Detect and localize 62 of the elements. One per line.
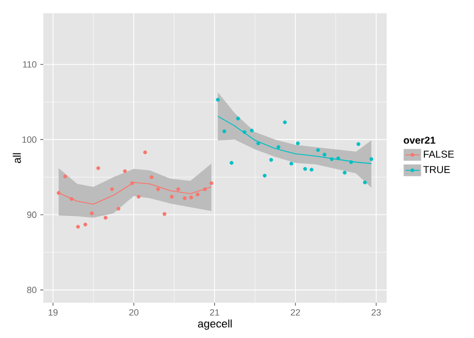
x-tick-label: 22 — [290, 309, 300, 316]
x-tick-label: 20 — [129, 309, 138, 316]
point — [316, 148, 320, 152]
point — [349, 160, 354, 164]
point — [369, 157, 374, 162]
point — [236, 116, 240, 120]
point — [116, 206, 120, 211]
x-tick-label: 23 — [372, 309, 381, 316]
point — [196, 192, 200, 196]
point — [269, 158, 274, 162]
point — [123, 169, 127, 174]
point — [282, 120, 287, 124]
legend-label: TRUE — [423, 166, 450, 174]
point — [104, 216, 108, 220]
point — [296, 141, 300, 146]
x-axis-title: agecell — [198, 319, 232, 330]
point — [322, 152, 326, 157]
point — [96, 166, 100, 170]
y-tick-label: 100 — [22, 136, 36, 143]
point — [83, 222, 88, 226]
point — [336, 156, 340, 160]
y-tick-label: 80 — [27, 286, 36, 294]
point — [136, 194, 141, 199]
point — [303, 166, 307, 171]
point — [170, 194, 174, 199]
point — [310, 168, 314, 172]
point — [156, 187, 160, 192]
y-tick-label: 110 — [23, 61, 36, 68]
point — [250, 128, 254, 132]
point — [356, 142, 360, 146]
point — [222, 129, 226, 134]
point — [342, 170, 347, 175]
point — [262, 174, 267, 178]
point — [110, 187, 114, 192]
point — [242, 130, 246, 134]
point — [216, 98, 220, 102]
x-tick-label: 19 — [48, 309, 58, 316]
point — [76, 224, 80, 229]
point — [203, 187, 207, 192]
point — [63, 174, 68, 178]
point — [362, 180, 367, 184]
point — [143, 150, 148, 154]
legend-label: FALSE — [424, 150, 454, 158]
point — [70, 197, 74, 201]
y-tick-label: 90 — [27, 212, 36, 218]
point — [90, 211, 94, 216]
point — [189, 196, 194, 200]
point — [182, 196, 187, 200]
legend-title: over21 — [404, 136, 436, 144]
point — [289, 162, 294, 166]
x-tick-label: 21 — [210, 309, 220, 316]
point — [209, 181, 214, 186]
point — [176, 187, 180, 192]
point — [162, 212, 166, 216]
point — [150, 175, 154, 180]
point — [56, 191, 61, 195]
point — [230, 160, 234, 165]
point — [256, 141, 260, 146]
y-axis-title: all — [12, 153, 21, 164]
point — [276, 145, 280, 149]
point — [330, 157, 334, 162]
point — [130, 181, 134, 186]
